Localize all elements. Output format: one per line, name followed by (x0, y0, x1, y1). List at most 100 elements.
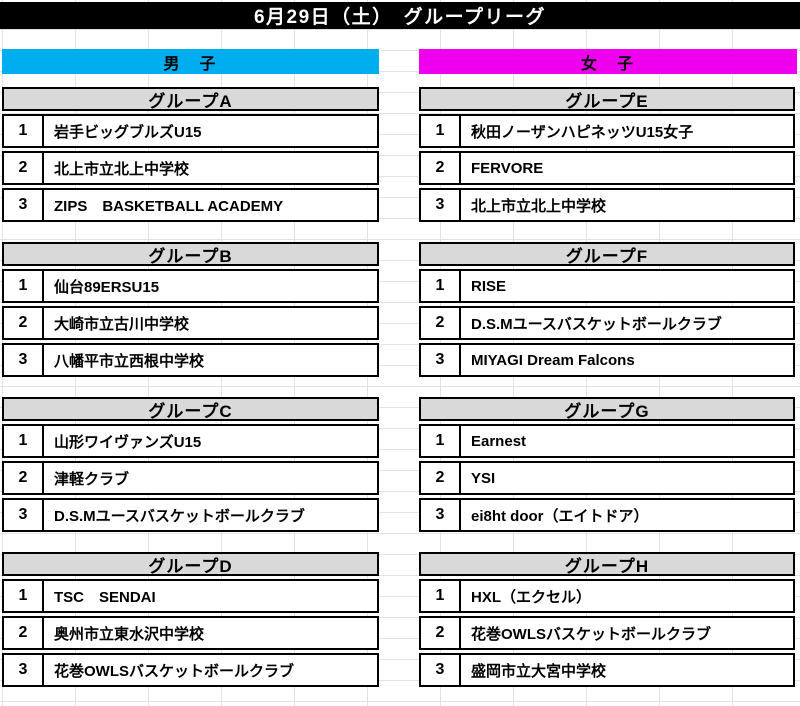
group-table-a: グループA 1 岩手ビッグブルズU15 2 北上市立北上中学校 3 ZIPS B… (2, 87, 379, 222)
group-b-header: グループB (2, 242, 379, 266)
team-name: 岩手ビッグブルズU15 (54, 123, 202, 141)
team-row: 2 北上市立北上中学校 (2, 151, 379, 185)
team-name: D.S.Mユースバスケットボールクラブ (54, 507, 305, 525)
group-e-header: グループE (419, 87, 795, 111)
group-g-title: グループG (564, 401, 650, 421)
group-table-e: グループE 1 秋田ノーザンハピネッツU15女子 2 FERVORE 3 北上市… (419, 87, 795, 222)
group-f-title: グループF (565, 246, 649, 266)
group-table-f: グループF 1 RISE 2 D.S.Mユースバスケットボールクラブ 3 MIY… (419, 242, 795, 377)
team-name: HXL（エクセル） (471, 588, 592, 606)
group-d-header: グループD (2, 552, 379, 576)
men-column-label: 男 子 (163, 55, 218, 73)
row-number: 3 (421, 500, 461, 530)
team-row: 3 八幡平市立西根中学校 (2, 343, 379, 377)
row-number: 3 (4, 345, 44, 375)
team-row: 1 岩手ビッグブルズU15 (2, 114, 379, 148)
team-row: 2 花巻OWLSバスケットボールクラブ (419, 616, 795, 650)
women-column-header: 女 子 (419, 49, 797, 74)
group-e-title: グループE (565, 91, 649, 111)
team-name: MIYAGI Dream Falcons (471, 351, 635, 369)
team-name: TSC SENDAI (54, 588, 156, 606)
page-title: 6月29日（土） グループリーグ (253, 7, 547, 28)
row-number: 1 (4, 116, 44, 146)
row-number: 2 (421, 463, 461, 493)
team-row: 2 FERVORE (419, 151, 795, 185)
men-column-header: 男 子 (2, 49, 379, 74)
group-b-title: グループB (148, 246, 233, 266)
team-name: 秋田ノーザンハピネッツU15女子 (471, 123, 694, 141)
row-number: 2 (421, 153, 461, 183)
team-row: 1 HXL（エクセル） (419, 579, 795, 613)
group-a-title: グループA (148, 91, 233, 111)
row-number: 1 (421, 271, 461, 301)
row-number: 1 (4, 271, 44, 301)
group-d-title: グループD (148, 556, 233, 576)
group-a-header: グループA (2, 87, 379, 111)
team-name: 山形ワイヴァンズU15 (54, 433, 202, 451)
team-row: 1 Earnest (419, 424, 795, 458)
team-row: 3 MIYAGI Dream Falcons (419, 343, 795, 377)
group-f-header: グループF (419, 242, 795, 266)
team-name: RISE (471, 277, 507, 295)
team-name: 盛岡市立大宮中学校 (471, 662, 607, 680)
team-row: 1 RISE (419, 269, 795, 303)
group-table-g: グループG 1 Earnest 2 YSI 3 ei8ht door（エイトドア… (419, 397, 795, 532)
team-name: ZIPS BASKETBALL ACADEMY (54, 197, 284, 215)
row-number: 3 (4, 655, 44, 685)
title-bar: 6月29日（土） グループリーグ (0, 2, 800, 29)
group-h-header: グループH (419, 552, 795, 576)
team-name: ei8ht door（エイトドア） (471, 507, 649, 525)
row-number: 1 (421, 426, 461, 456)
team-name: YSI (471, 469, 496, 487)
group-table-d: グループD 1 TSC SENDAI 2 奥州市立東水沢中学校 3 花巻OWLS… (2, 552, 379, 687)
team-row: 3 ei8ht door（エイトドア） (419, 498, 795, 532)
row-number: 2 (421, 308, 461, 338)
group-c-header: グループC (2, 397, 379, 421)
team-name: 八幡平市立西根中学校 (54, 352, 205, 370)
team-name: 花巻OWLSバスケットボールクラブ (54, 662, 294, 680)
team-name: FERVORE (471, 159, 544, 177)
team-row: 1 山形ワイヴァンズU15 (2, 424, 379, 458)
team-row: 3 花巻OWLSバスケットボールクラブ (2, 653, 379, 687)
row-number: 3 (421, 655, 461, 685)
women-column-label: 女 子 (580, 55, 635, 73)
team-name: 奥州市立東水沢中学校 (54, 625, 205, 643)
row-number: 1 (421, 116, 461, 146)
men-groups-column: グループA 1 岩手ビッグブルズU15 2 北上市立北上中学校 3 ZIPS B… (2, 87, 379, 706)
team-name: 花巻OWLSバスケットボールクラブ (471, 625, 711, 643)
team-row: 2 大崎市立古川中学校 (2, 306, 379, 340)
row-number: 3 (421, 190, 461, 220)
team-row: 2 津軽クラブ (2, 461, 379, 495)
row-number: 3 (4, 190, 44, 220)
team-row: 3 ZIPS BASKETBALL ACADEMY (2, 188, 379, 222)
group-g-header: グループG (419, 397, 795, 421)
team-name: D.S.Mユースバスケットボールクラブ (471, 315, 722, 333)
row-number: 2 (4, 618, 44, 648)
team-row: 1 秋田ノーザンハピネッツU15女子 (419, 114, 795, 148)
team-name: 仙台89ERSU15 (54, 278, 160, 296)
group-h-title: グループH (564, 556, 650, 576)
team-row: 1 TSC SENDAI (2, 579, 379, 613)
row-number: 2 (4, 463, 44, 493)
team-name: 大崎市立古川中学校 (54, 315, 190, 333)
team-name: 北上市立北上中学校 (54, 160, 190, 178)
row-number: 2 (421, 618, 461, 648)
group-table-c: グループC 1 山形ワイヴァンズU15 2 津軽クラブ 3 D.S.Mユースバス… (2, 397, 379, 532)
row-number: 1 (4, 426, 44, 456)
women-groups-column: グループE 1 秋田ノーザンハピネッツU15女子 2 FERVORE 3 北上市… (419, 87, 795, 706)
group-table-b: グループB 1 仙台89ERSU15 2 大崎市立古川中学校 3 八幡平市立西根… (2, 242, 379, 377)
row-number: 2 (4, 308, 44, 338)
team-row: 2 奥州市立東水沢中学校 (2, 616, 379, 650)
team-name: 北上市立北上中学校 (471, 197, 607, 215)
row-number: 1 (4, 581, 44, 611)
team-name: Earnest (471, 432, 527, 450)
team-row: 3 盛岡市立大宮中学校 (419, 653, 795, 687)
team-row: 3 北上市立北上中学校 (419, 188, 795, 222)
row-number: 2 (4, 153, 44, 183)
row-number: 3 (421, 345, 461, 375)
group-table-h: グループH 1 HXL（エクセル） 2 花巻OWLSバスケットボールクラブ 3 … (419, 552, 795, 687)
group-c-title: グループC (148, 401, 233, 421)
team-row: 1 仙台89ERSU15 (2, 269, 379, 303)
team-name: 津軽クラブ (54, 470, 130, 488)
